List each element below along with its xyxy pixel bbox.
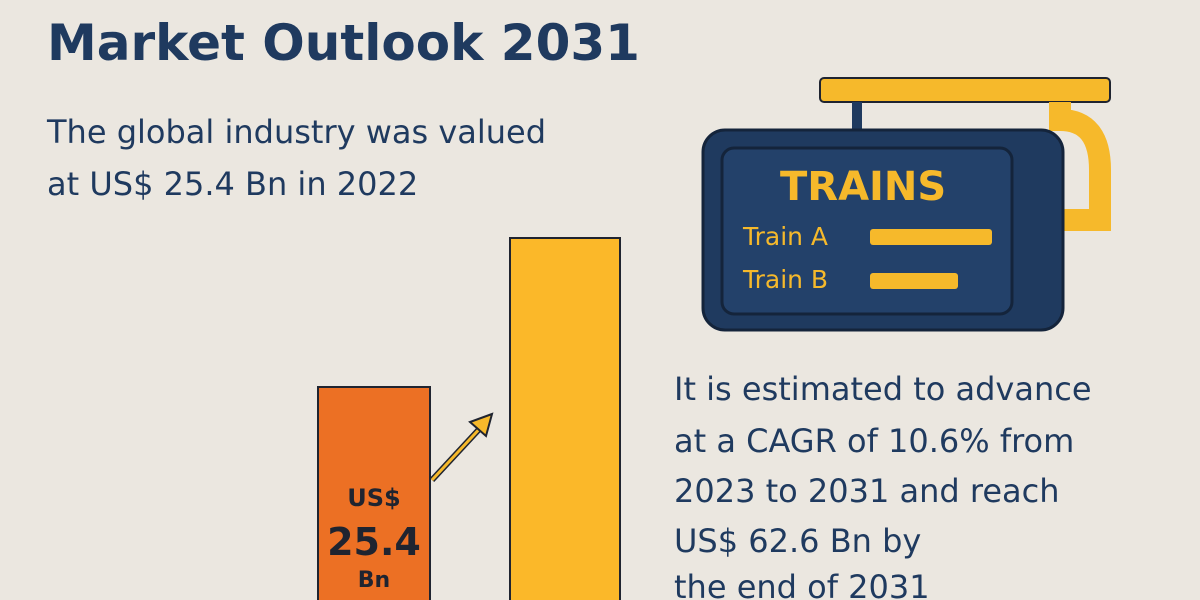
- title: Market Outlook 2031: [47, 14, 640, 72]
- outlook-line: US$ 62.6 Bn by: [674, 522, 922, 560]
- outlook-line: It is estimated to advance: [674, 370, 1092, 408]
- sign-bracket: [819, 77, 1111, 103]
- bar-2031: [509, 237, 621, 600]
- bar-currency: US$: [347, 484, 401, 512]
- sign-line: [870, 229, 992, 245]
- arrow-head: [468, 412, 494, 438]
- outlook-line: 2023 to 2031 and reach: [674, 472, 1060, 510]
- sign-row: Train A: [743, 222, 829, 251]
- arrow: [430, 422, 486, 482]
- sign-panel: [720, 146, 1014, 316]
- sign-row: Train B: [743, 265, 829, 294]
- intro-line: at US$ 25.4 Bn in 2022: [47, 165, 419, 203]
- bar-unit: Bn: [357, 568, 391, 593]
- sign-hook: [1049, 102, 1111, 231]
- bar-2022: [317, 386, 431, 600]
- outlook-line: the end of 2031: [674, 568, 930, 600]
- sign-heading: TRAINS: [780, 164, 947, 210]
- sign-post: [852, 102, 862, 132]
- bar-amount: 25.4: [327, 520, 421, 564]
- intro-line: The global industry was valued: [47, 113, 547, 151]
- outlook-line: at a CAGR of 10.6% from: [674, 422, 1075, 460]
- sign-line: [870, 273, 958, 289]
